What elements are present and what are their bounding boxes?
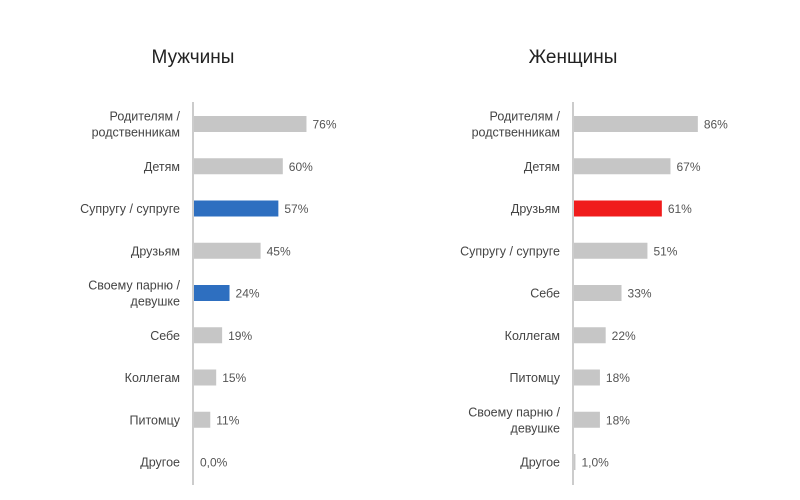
category-label-line: Супругу / супруге (460, 244, 560, 258)
bar-value-label: 15% (222, 371, 246, 385)
category-label-line: родственникам (92, 126, 180, 140)
chart-panel-men: Мужчины 76% Родителям / родственникам 60% Дет… (80, 47, 337, 485)
category-label-line: Коллегам (505, 329, 560, 343)
category-label: Другое (140, 456, 180, 470)
bar-value-label: 1,0% (581, 456, 609, 470)
bar-value-label: 22% (612, 329, 636, 343)
category-label-line: Другое (140, 456, 180, 470)
category-label-line: Питомцу (129, 413, 180, 427)
bar (574, 285, 622, 301)
bar (194, 285, 230, 301)
bar-value-label: 24% (236, 287, 260, 301)
category-label-line: Себе (150, 329, 180, 343)
category-label-line: Своему парню / (88, 279, 180, 293)
bar-value-label: 60% (289, 160, 313, 174)
chart-title: Женщины (529, 47, 618, 68)
category-label: Коллегам (125, 371, 180, 385)
bar (574, 327, 606, 344)
category-label: Себе (150, 329, 180, 343)
bar-value-label: 45% (267, 244, 291, 258)
category-label-line: Питомцу (509, 371, 560, 385)
bar-value-label: 57% (284, 202, 308, 216)
category-label: Родителям / родственникам (92, 110, 181, 140)
category-label-line: Друзьям (131, 244, 180, 258)
category-label-line: Коллегам (125, 371, 180, 385)
category-label: Себе (530, 287, 560, 301)
bar-value-label: 18% (606, 371, 630, 385)
chart-title: Мужчины (152, 47, 235, 68)
category-label: Друзьям (131, 244, 180, 258)
bar-value-label: 0,0% (200, 456, 228, 470)
category-label-line: Супругу / супруге (80, 202, 180, 216)
bar (574, 411, 600, 428)
bar-value-label: 86% (704, 118, 728, 132)
category-label-line: Родителям / (490, 110, 561, 124)
bar (194, 369, 217, 386)
category-label-line: Своему парню / (468, 405, 560, 419)
category-label-line: Друзьям (511, 202, 560, 216)
category-label: Своему парню / девушке (468, 405, 560, 435)
category-label: Детям (524, 160, 560, 174)
bar (574, 158, 671, 175)
category-label: Друзьям (511, 202, 560, 216)
category-label: Другое (520, 456, 560, 470)
bar (194, 327, 223, 344)
bar-value-label: 76% (312, 118, 336, 132)
bar (194, 200, 279, 217)
category-label-line: Детям (144, 160, 180, 174)
category-label: Родителям / родственникам (472, 110, 561, 140)
bar-value-label: 18% (606, 413, 630, 427)
category-label-line: Другое (520, 456, 560, 470)
bar (574, 200, 662, 217)
category-label-line: Себе (530, 287, 560, 301)
bar (574, 454, 576, 470)
bar (574, 116, 698, 132)
chart-panel-women: Женщины 86% Родителям / родственникам 67% Дет… (460, 47, 728, 485)
category-label: Коллегам (505, 329, 560, 343)
category-label: Супругу / супруге (460, 244, 560, 258)
bar (194, 242, 261, 259)
category-label: Своему парню / девушке (88, 279, 180, 309)
bar (194, 116, 307, 132)
bar (194, 411, 211, 428)
bar (574, 242, 648, 259)
bar (574, 369, 600, 386)
category-label-line: девушке (511, 421, 560, 435)
category-label-line: родственникам (472, 126, 560, 140)
bar-value-label: 11% (216, 413, 239, 427)
bar-value-label: 51% (653, 244, 677, 258)
category-label: Питомцу (509, 371, 560, 385)
category-label-line: Детям (524, 160, 560, 174)
bar-value-label: 33% (628, 287, 652, 301)
category-label-line: девушке (131, 295, 180, 309)
category-label: Супругу / супруге (80, 202, 180, 216)
bar-value-label: 67% (676, 160, 700, 174)
bar (194, 158, 283, 175)
bar-value-label: 61% (668, 202, 692, 216)
category-label-line: Родителям / (110, 110, 181, 124)
category-label: Питомцу (129, 413, 180, 427)
category-label: Детям (144, 160, 180, 174)
bar-value-label: 19% (228, 329, 252, 343)
